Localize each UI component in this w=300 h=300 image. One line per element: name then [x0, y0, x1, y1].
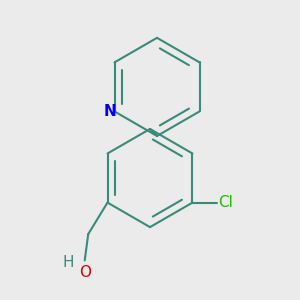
Text: N: N: [104, 104, 117, 119]
Text: O: O: [79, 265, 91, 280]
Text: Cl: Cl: [218, 195, 233, 210]
Text: H: H: [62, 255, 74, 270]
